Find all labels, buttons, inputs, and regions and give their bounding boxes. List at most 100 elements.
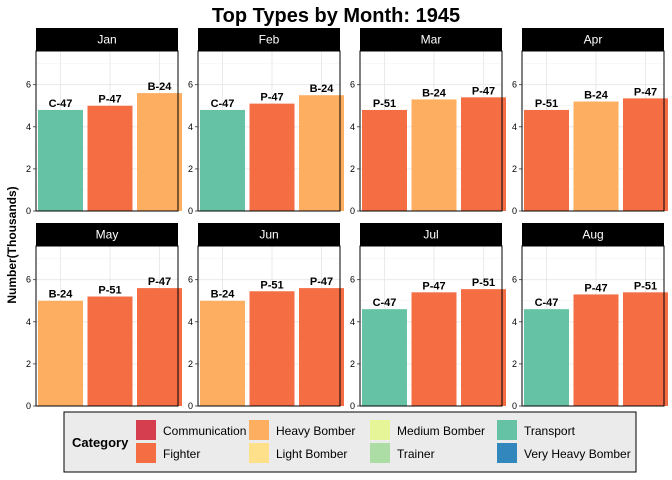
legend-title: Category: [72, 435, 129, 450]
y-tick-label: 4: [512, 122, 517, 132]
panel-border: [359, 50, 503, 212]
y-tick-label: 0: [350, 206, 355, 216]
bar-p-47: [573, 294, 619, 406]
facet-strip: [360, 28, 502, 51]
panel-border: [521, 245, 665, 407]
legend-swatch: [370, 443, 390, 463]
bar-label: C-47: [211, 98, 235, 110]
y-tick-label: 4: [188, 122, 193, 132]
bar-p-51: [461, 289, 506, 406]
legend-label: Transport: [524, 424, 576, 438]
facet-strip-label: Jul: [423, 228, 438, 242]
facet-strip: [36, 28, 178, 51]
bar-p-47: [137, 288, 182, 406]
bar-p-51: [87, 296, 133, 406]
legend-label: Communication: [163, 424, 246, 438]
facet-strip-label: Jan: [97, 33, 116, 47]
bar-c-47: [200, 109, 245, 211]
y-tick-label: 2: [512, 164, 517, 174]
bar-label: P-47: [584, 282, 607, 294]
panel-apr: Apr P-51 B-24 P-47 0 2 4 6: [512, 28, 668, 216]
bar-label: B-24: [584, 90, 609, 102]
y-axis: 0 2 4 6: [350, 80, 360, 216]
legend-swatch: [136, 420, 156, 440]
facet-strip: [198, 28, 340, 51]
bar-label: P-47: [260, 92, 283, 104]
bar-b-24: [200, 300, 245, 406]
bar-label: P-51: [260, 279, 283, 291]
legend-swatch: [497, 420, 517, 440]
bar-label: P-47: [422, 280, 445, 292]
bar-b-24: [573, 101, 619, 211]
bar-label: P-47: [98, 94, 121, 106]
bar-p-47: [411, 292, 457, 406]
facet-strip: [36, 223, 178, 246]
panel-jun: Jun B-24 P-51 P-47 0 2 4 6: [188, 223, 344, 411]
facet-strip-label: Jun: [259, 228, 278, 242]
bar-label: C-47: [535, 297, 559, 309]
panel-feb: Feb C-47 P-47 B-24 0 2 4 6: [188, 28, 344, 216]
y-tick-label: 4: [26, 317, 31, 327]
legend-box: [63, 411, 637, 473]
panel-border: [359, 245, 503, 407]
bar-label: B-24: [49, 289, 74, 301]
panel-border: [35, 245, 179, 407]
panel-jul: Jul C-47 P-47 P-51 0 2 4 6: [350, 223, 506, 411]
y-tick-label: 0: [26, 206, 31, 216]
y-tick-label: 2: [350, 359, 355, 369]
bar-label: P-51: [535, 98, 558, 110]
panel-aug: Aug C-47 P-47 P-51 0 2 4 6: [512, 223, 668, 411]
bar-label: P-47: [310, 276, 333, 288]
y-tick-label: 4: [350, 122, 355, 132]
y-axis: 0 2 4 6: [512, 275, 522, 411]
panel-border: [197, 50, 341, 212]
y-tick-label: 0: [26, 401, 31, 411]
y-tick-label: 6: [188, 80, 193, 90]
bar-p-51: [362, 109, 407, 211]
legend-label: Fighter: [163, 447, 200, 461]
legend-swatch: [249, 443, 269, 463]
y-axis: 0 2 4 6: [26, 275, 36, 411]
facet-strip-label: Aug: [582, 228, 603, 242]
legend-item-medium-bomber: Medium Bomber: [370, 420, 485, 440]
y-tick-label: 4: [26, 122, 31, 132]
bar-b-24: [299, 95, 344, 211]
y-tick-label: 6: [350, 275, 355, 285]
bar-label: P-51: [98, 285, 121, 297]
bar-label: P-51: [634, 280, 657, 292]
y-axis: 0 2 4 6: [350, 275, 360, 411]
facet-strip-label: Mar: [421, 33, 442, 47]
bar-label: B-24: [310, 83, 335, 95]
y-tick-label: 0: [512, 401, 517, 411]
legend-item-communication: Communication: [136, 420, 246, 440]
bar-label: P-51: [373, 98, 396, 110]
y-tick-label: 6: [188, 275, 193, 285]
bar-p-47: [461, 97, 506, 211]
y-tick-label: 0: [350, 401, 355, 411]
legend-label: Very Heavy Bomber: [524, 447, 631, 461]
bar-c-47: [362, 309, 407, 406]
panel-border: [521, 50, 665, 212]
legend-swatch: [136, 443, 156, 463]
facet-strip: [360, 223, 502, 246]
y-tick-label: 6: [26, 275, 31, 285]
bar-label: B-24: [148, 81, 173, 93]
facet-strip-label: Apr: [584, 33, 603, 47]
panel-mar: Mar P-51 B-24 P-47 0 2 4 6: [350, 28, 506, 216]
bar-label: P-51: [472, 277, 495, 289]
bar-p-51: [249, 291, 295, 406]
y-axis-title: Number(Thousands): [5, 186, 19, 303]
legend-item-very-heavy-bomber: Very Heavy Bomber: [497, 443, 631, 463]
bar-label: P-47: [472, 85, 495, 97]
legend-label: Light Bomber: [276, 447, 347, 461]
y-axis: 0 2 4 6: [188, 275, 198, 411]
facet-strip: [198, 223, 340, 246]
legend-swatch: [497, 443, 517, 463]
y-axis: 0 2 4 6: [188, 80, 198, 216]
bar-c-47: [524, 309, 569, 406]
bar-label: C-47: [49, 98, 73, 110]
chart-title: Top Types by Month: 1945: [212, 5, 460, 27]
y-tick-label: 2: [26, 164, 31, 174]
